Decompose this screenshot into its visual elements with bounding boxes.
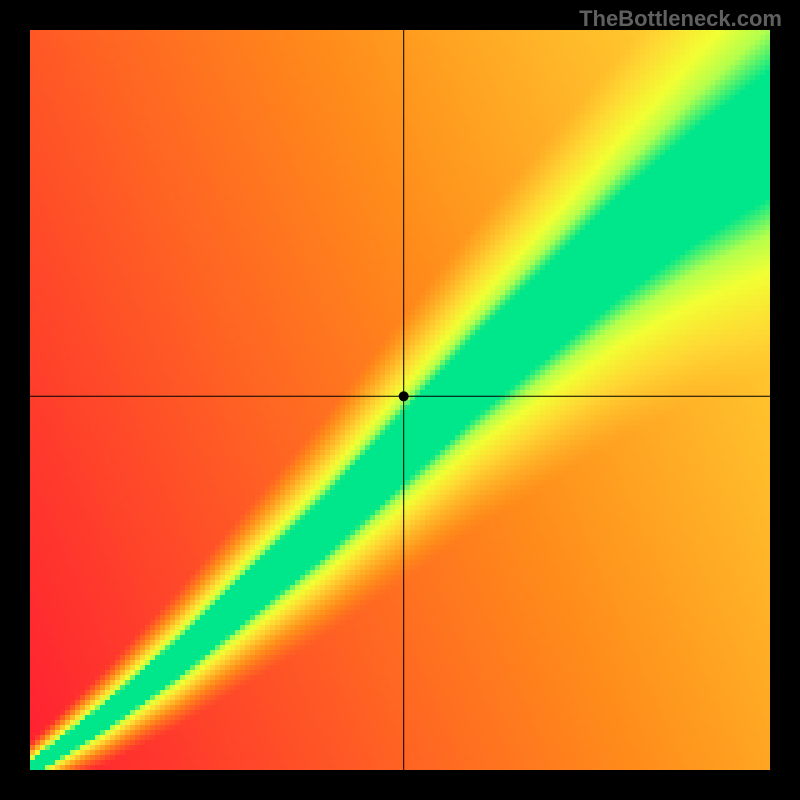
watermark-text: TheBottleneck.com [579,6,782,32]
chart-container: TheBottleneck.com [0,0,800,800]
bottleneck-heatmap [30,30,770,770]
